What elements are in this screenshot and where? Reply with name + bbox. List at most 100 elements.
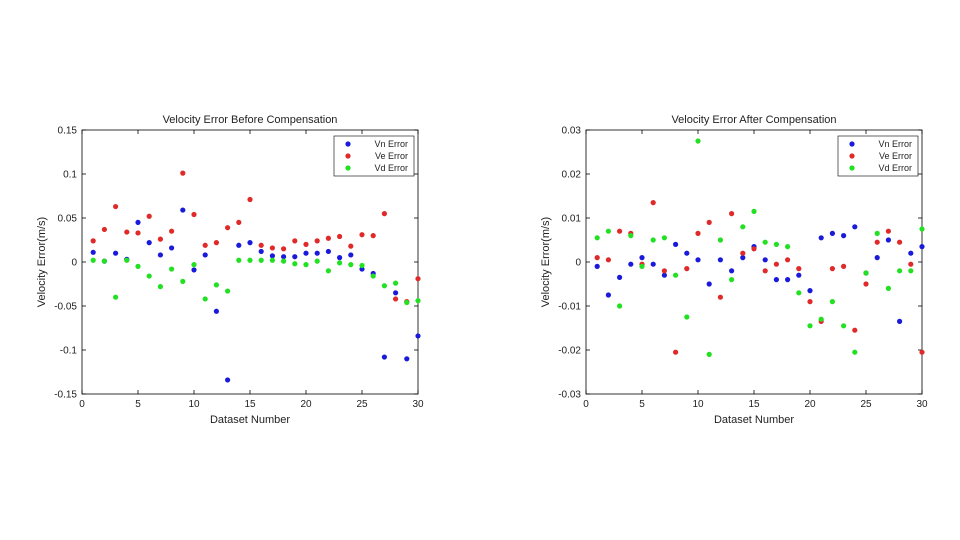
legend-marker [345, 141, 351, 147]
data-point [751, 246, 757, 252]
legend-marker [849, 153, 855, 159]
data-point [829, 266, 836, 272]
chart-title: Velocity Error Before Compensation [163, 114, 338, 126]
data-point [393, 280, 399, 286]
data-point [740, 255, 746, 261]
data-point [594, 255, 600, 261]
data-point [762, 239, 768, 245]
data-point [885, 285, 892, 291]
data-point [124, 229, 130, 235]
data-point [605, 292, 612, 298]
data-point [281, 258, 287, 264]
x-tick-label: 25 [356, 399, 368, 410]
legend-marker [849, 141, 855, 147]
data-point [415, 276, 421, 282]
y-tick-label: 0 [71, 258, 77, 269]
data-point [258, 257, 264, 263]
data-point [650, 261, 656, 267]
data-point [393, 296, 399, 302]
data-point [594, 235, 600, 241]
data-point [628, 261, 634, 267]
data-point [897, 318, 903, 324]
series-vn-error [594, 224, 925, 324]
data-point [874, 255, 880, 261]
data-point [661, 268, 668, 274]
data-point [841, 233, 847, 239]
y-tick-label: -0.05 [54, 302, 77, 313]
data-point [381, 354, 387, 360]
data-point [314, 238, 320, 244]
y-tick-label: 0.1 [63, 170, 77, 181]
data-point [852, 327, 858, 333]
data-point [236, 242, 242, 248]
data-point [661, 272, 668, 278]
data-point [247, 196, 253, 203]
data-point [908, 261, 914, 267]
data-point [359, 262, 365, 269]
data-point [314, 258, 320, 264]
data-point [146, 273, 152, 279]
data-point [885, 228, 892, 234]
data-point [841, 323, 847, 329]
x-axis-label: Dataset Number [210, 414, 290, 426]
data-point [202, 296, 208, 302]
data-point [146, 213, 152, 219]
data-point [370, 233, 376, 239]
data-point [852, 224, 858, 230]
data-point [393, 290, 399, 296]
data-point [796, 272, 802, 278]
data-point [729, 277, 735, 283]
data-point [135, 230, 141, 236]
data-point [113, 250, 119, 256]
y-tick-label: 0.03 [562, 126, 582, 137]
data-point [650, 237, 656, 243]
data-point [807, 288, 813, 294]
data-point [281, 246, 287, 252]
data-point [113, 203, 119, 210]
data-point [191, 262, 197, 268]
data-point [213, 282, 219, 288]
legend: Vn Error Ve Error Vd Error [837, 135, 919, 177]
data-point [247, 257, 253, 263]
data-point [337, 255, 343, 261]
data-point [706, 219, 712, 225]
y-tick-label: -0.02 [558, 346, 581, 357]
data-point [773, 261, 780, 267]
data-point [337, 233, 343, 240]
data-point [303, 241, 309, 247]
data-point [236, 257, 242, 263]
data-point [829, 299, 836, 305]
data-point [337, 260, 343, 266]
x-tick-label: 15 [748, 399, 760, 410]
legend-label: Ve Error [375, 151, 408, 161]
data-point [863, 281, 869, 287]
x-tick-label: 10 [692, 399, 704, 410]
data-point [897, 268, 903, 274]
data-point [191, 267, 197, 273]
data-point [829, 230, 836, 236]
data-point [113, 294, 119, 300]
data-point [325, 268, 331, 274]
data-point [852, 349, 858, 355]
data-point [404, 299, 410, 306]
data-point [908, 268, 914, 274]
data-point [639, 255, 645, 261]
x-tick-label: 0 [583, 399, 589, 410]
data-point [180, 207, 186, 213]
x-tick-label: 20 [300, 399, 312, 410]
data-point [605, 228, 612, 234]
data-point [101, 226, 107, 233]
data-point [661, 235, 668, 241]
data-point [303, 250, 309, 256]
data-point [225, 288, 231, 294]
y-tick-label: -0.01 [558, 302, 581, 313]
data-point [673, 349, 679, 355]
y-axis-label: Velocity Error(m/s) [36, 217, 48, 307]
data-point [247, 240, 253, 246]
legend-label: Vn Error [374, 139, 408, 149]
series-vd-error [594, 138, 925, 357]
data-point [617, 274, 623, 280]
data-point [785, 277, 791, 283]
data-point [180, 278, 186, 284]
data-point [897, 239, 903, 245]
